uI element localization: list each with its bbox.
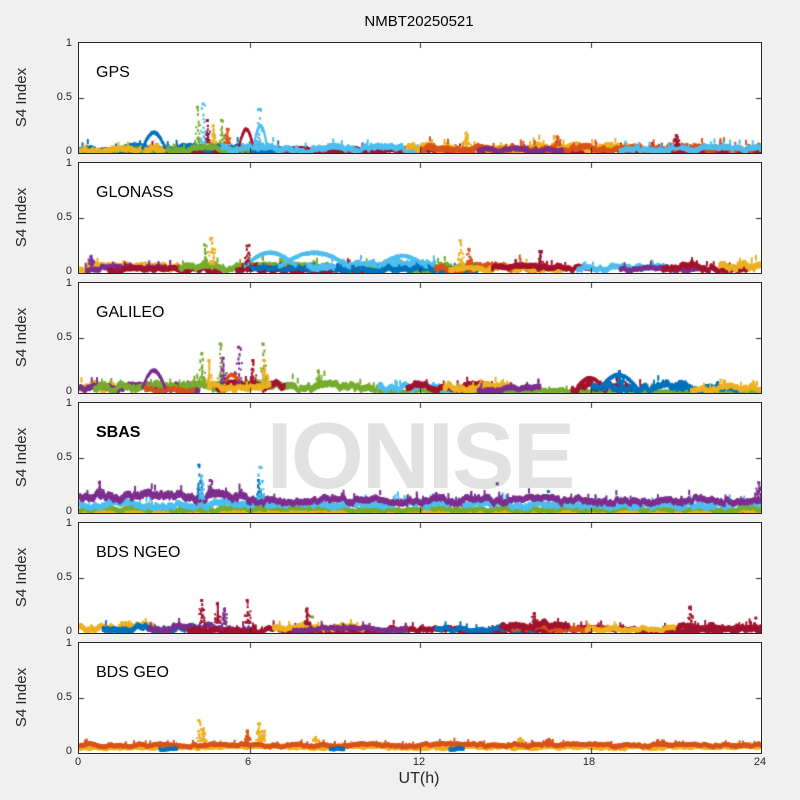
y-axis-label-text: S4 Index (13, 307, 31, 367)
plot-area-bds-ngeo: BDS NGEO (78, 522, 762, 634)
y-axis-label: S4 Index (2, 282, 42, 392)
y-tick-label: 1 (65, 157, 72, 169)
panel-label-bds-ngeo: BDS NGEO (96, 544, 181, 561)
x-tick-label: 18 (582, 756, 596, 768)
y-axis-label: S4 Index (2, 42, 42, 152)
galileo-scatter-canvas (79, 283, 761, 393)
y-tick-label: 0 (65, 505, 72, 517)
y-axis-label-text: S4 Index (13, 547, 31, 607)
y-tick-label: 1 (65, 277, 72, 289)
x-axis-label: UT(h) (398, 770, 440, 787)
panel-label-sbas: SBAS (96, 424, 141, 441)
gps-scatter-canvas (79, 43, 761, 153)
y-axis-label-text: S4 Index (13, 187, 31, 247)
y-axis-label-text: S4 Index (13, 67, 31, 127)
plot-area-galileo: GALILEO (78, 282, 762, 394)
y-tick-label: 1 (65, 637, 72, 649)
y-tick-label: 0.5 (56, 91, 72, 103)
y-tick-label: 0.5 (56, 211, 72, 223)
panel-label-galileo: GALILEO (96, 304, 165, 321)
y-axis-label: S4 Index (2, 162, 42, 272)
y-tick-label: 0.5 (56, 331, 72, 343)
plot-area-sbas: IONISE SBAS (78, 402, 762, 514)
panel-bds-geo: S4 Index 1 0.5 0 BDS GEO (0, 637, 800, 757)
plot-area-glonass: GLONASS (78, 162, 762, 274)
bds-geo-scatter-canvas (79, 643, 761, 753)
y-axis-label: S4 Index (2, 522, 42, 632)
panel-glonass: S4 Index 1 0.5 0 GLONASS (0, 157, 800, 277)
y-tick-label: 0.5 (56, 451, 72, 463)
y-tick-label: 0.5 (56, 571, 72, 583)
y-axis-label: S4 Index (2, 402, 42, 512)
glonass-scatter-canvas (79, 163, 761, 273)
x-tick-label: 12 (412, 756, 426, 768)
y-tick-label: 0 (65, 265, 72, 277)
panel-galileo: S4 Index 1 0.5 0 GALILEO (0, 277, 800, 397)
sbas-scatter-canvas (79, 403, 761, 513)
panel-bds-ngeo: S4 Index 1 0.5 0 BDS NGEO (0, 517, 800, 637)
y-tick-label: 0 (65, 385, 72, 397)
panel-label-gps: GPS (96, 64, 130, 81)
y-axis-label-text: S4 Index (13, 667, 31, 727)
x-tick-label: 6 (244, 756, 252, 768)
figure-title: NMBT20250521 (364, 13, 474, 30)
panel-label-glonass: GLONASS (96, 184, 174, 201)
y-tick-label: 0 (65, 625, 72, 637)
y-tick-label: 1 (65, 517, 72, 529)
panel-sbas: S4 Index 1 0.5 0 IONISE SBAS (0, 397, 800, 517)
bds-ngeo-scatter-canvas (79, 523, 761, 633)
y-axis-label: S4 Index (2, 642, 42, 752)
y-axis-label-text: S4 Index (13, 427, 31, 487)
x-tick-label: 24 (753, 756, 767, 768)
panel-gps: S4 Index 1 0.5 0 GPS (0, 37, 800, 157)
panel-label-bds-geo: BDS GEO (96, 664, 169, 681)
y-tick-label: 1 (65, 37, 72, 49)
y-tick-label: 0.5 (56, 691, 72, 703)
plot-area-bds-geo: BDS GEO (78, 642, 762, 754)
y-tick-label: 1 (65, 397, 72, 409)
y-tick-label: 0 (65, 145, 72, 157)
plot-area-gps: GPS (78, 42, 762, 154)
y-tick-label: 0 (65, 745, 72, 757)
x-tick-label: 0 (74, 756, 82, 768)
